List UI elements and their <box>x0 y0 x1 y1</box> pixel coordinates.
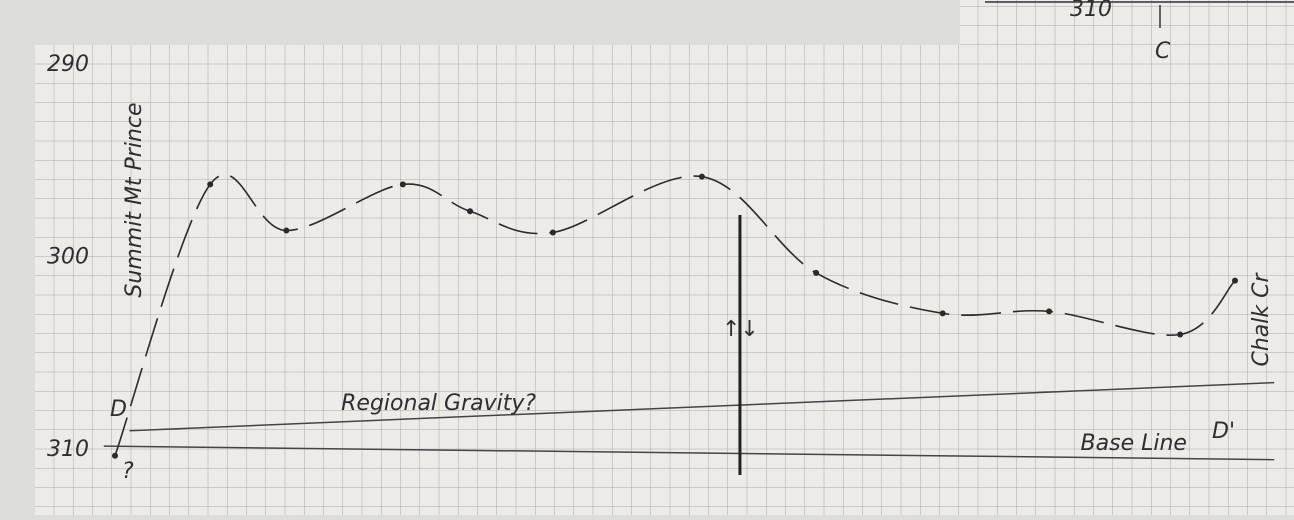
station-label: Chalk Cr <box>1249 272 1274 367</box>
other-sheet-grid <box>960 0 1294 45</box>
station-label: Summit Mt Prince <box>122 102 147 297</box>
station-point <box>1046 308 1052 314</box>
profile-start-label: D <box>110 397 127 422</box>
station-point <box>400 181 406 187</box>
profile-end-label: D' <box>1212 419 1235 444</box>
regional-gravity-label: Regional Gravity? <box>341 391 536 416</box>
station-point <box>699 174 705 180</box>
station-point <box>940 310 946 316</box>
station-point <box>1232 278 1238 284</box>
station-point <box>550 229 556 235</box>
station-point <box>467 208 473 214</box>
station-point <box>813 270 819 276</box>
station-point <box>207 181 213 187</box>
y-tick-label: 300 <box>47 245 89 270</box>
chart: 310 C Summit Mt Prince Chalk Cr D ? D' ↑… <box>0 0 1294 520</box>
y-tick-label: 310 <box>47 437 89 462</box>
other-sheet-label: C <box>1155 39 1171 64</box>
profile-start-note: ? <box>122 459 134 484</box>
other-sheet-tick-label: 310 <box>1070 0 1112 22</box>
station-point <box>283 228 289 234</box>
base-line-label: Base Line <box>1081 431 1187 456</box>
station-point <box>1177 332 1183 338</box>
station-point <box>112 453 118 459</box>
y-tick-label: 290 <box>47 52 89 77</box>
